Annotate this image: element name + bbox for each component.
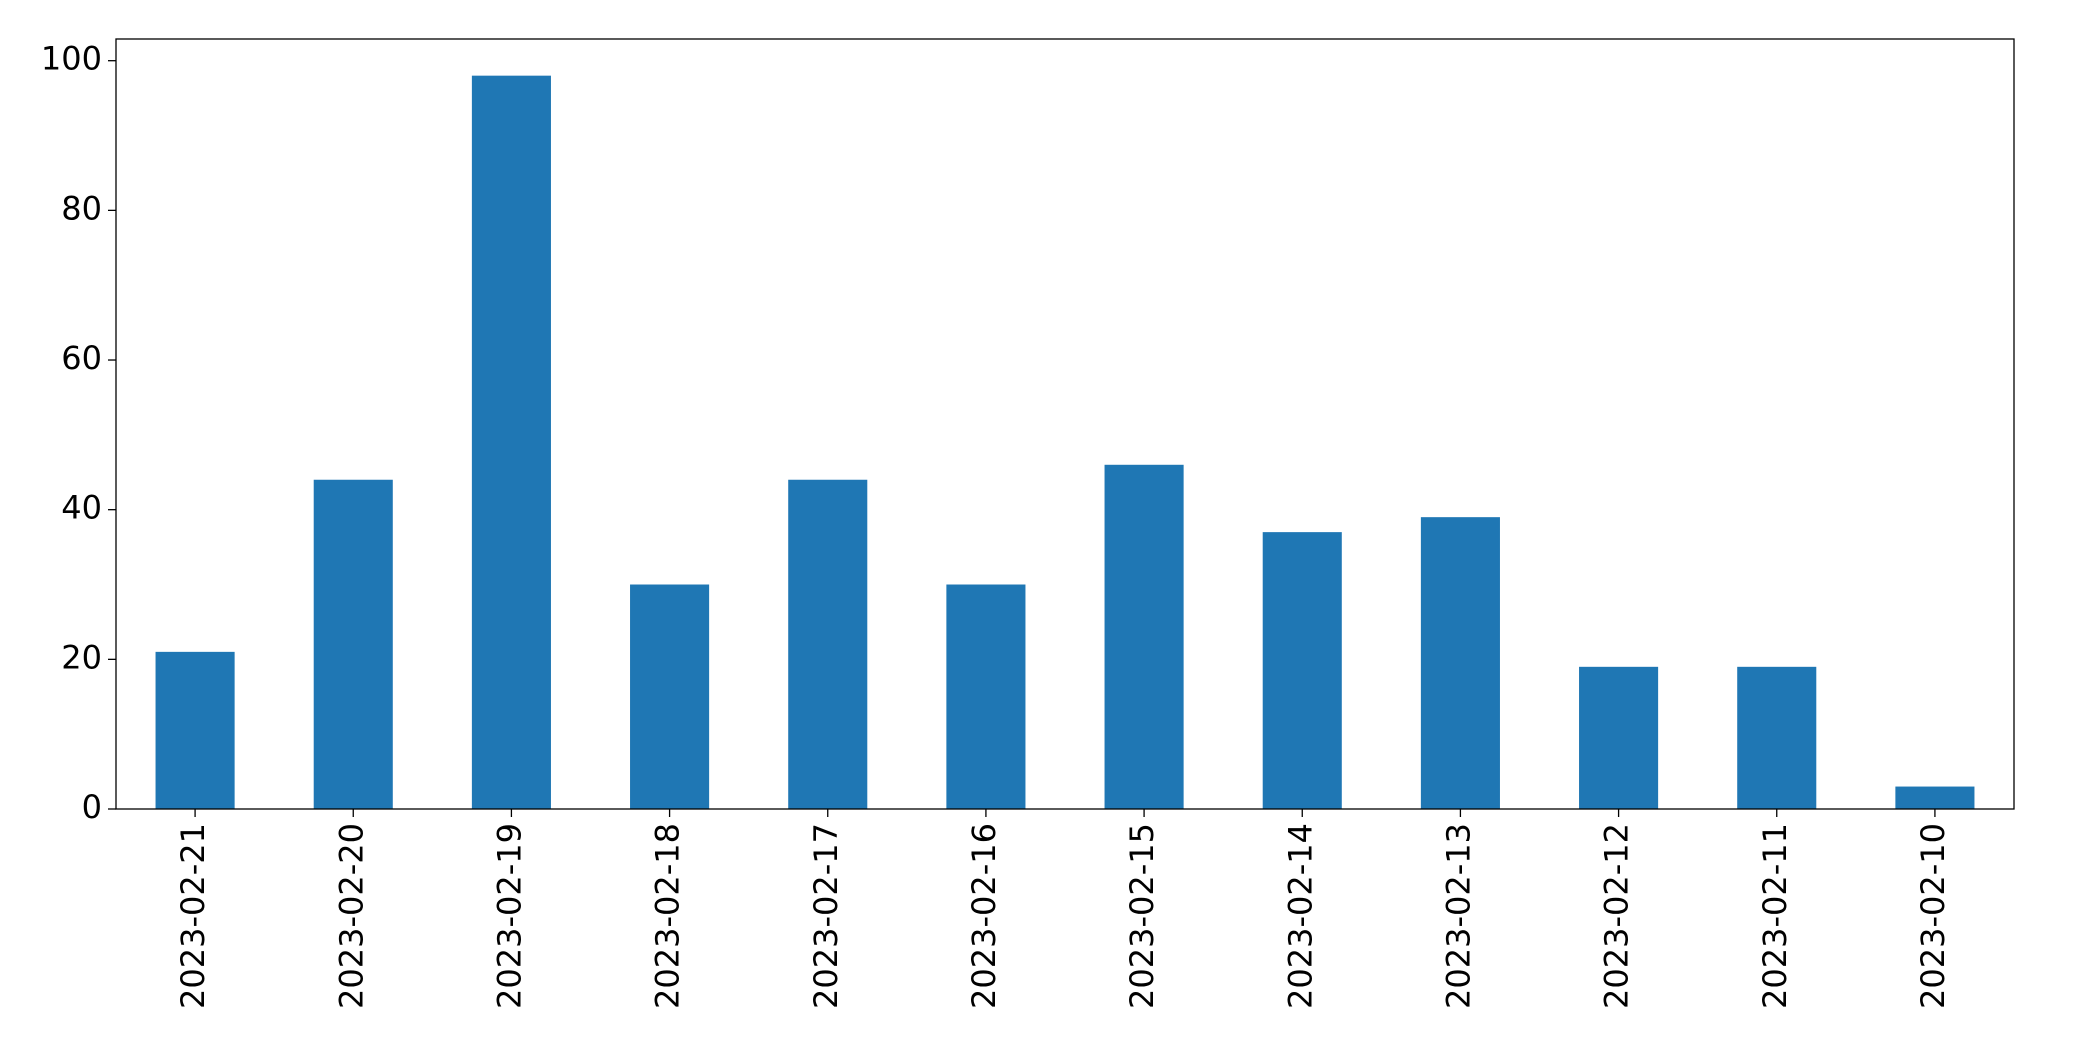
bar: [946, 584, 1026, 809]
y-tick-label: 40: [61, 489, 102, 527]
bar: [630, 584, 710, 809]
y-tick-label: 60: [61, 339, 102, 377]
bar: [1737, 666, 1817, 809]
x-tick-label: 2023-02-17: [807, 823, 845, 1009]
x-tick-label: 2023-02-13: [1439, 823, 1477, 1009]
bar: [155, 651, 235, 809]
x-tick-label: 2023-02-20: [332, 823, 370, 1009]
bar: [1104, 464, 1184, 809]
bar: [1262, 532, 1342, 809]
x-tick-label: 2023-02-19: [490, 823, 528, 1009]
bar: [471, 75, 551, 809]
y-tick-label: 80: [61, 189, 102, 227]
x-tick-label: 2023-02-11: [1756, 823, 1794, 1009]
bar: [1420, 517, 1500, 809]
x-tick-label: 2023-02-12: [1598, 823, 1636, 1009]
x-tick-label: 2023-02-16: [965, 823, 1003, 1009]
bar: [1579, 666, 1659, 809]
y-tick-label: 20: [61, 638, 102, 676]
y-tick-label: 100: [41, 40, 102, 78]
bar: [1895, 786, 1975, 809]
y-tick-label: 0: [82, 788, 102, 826]
bar: [313, 479, 393, 809]
x-tick-label: 2023-02-18: [649, 823, 687, 1009]
axes-frame: [115, 38, 2015, 810]
x-tick-label: 2023-02-14: [1281, 823, 1319, 1009]
x-tick-label: 2023-02-21: [174, 823, 212, 1009]
x-tick-label: 2023-02-15: [1123, 823, 1161, 1009]
bar: [788, 479, 868, 809]
x-tick-label: 2023-02-10: [1914, 823, 1952, 1009]
